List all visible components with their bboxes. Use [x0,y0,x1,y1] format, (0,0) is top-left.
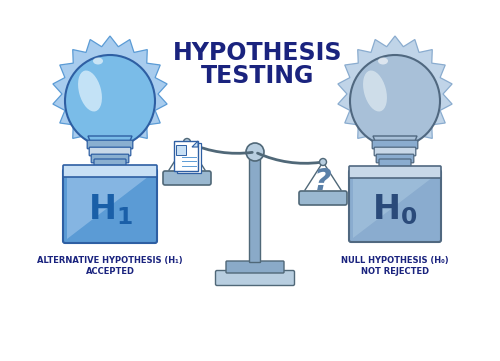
Polygon shape [353,174,437,238]
Polygon shape [67,173,153,239]
Text: TESTING: TESTING [202,64,314,88]
FancyBboxPatch shape [87,140,133,149]
FancyBboxPatch shape [226,261,284,273]
FancyBboxPatch shape [372,140,418,149]
Polygon shape [192,141,198,147]
Circle shape [320,158,326,165]
FancyBboxPatch shape [163,171,211,185]
Text: ALTERNATIVE HYPOTHESIS (H₁): ALTERNATIVE HYPOTHESIS (H₁) [37,257,183,265]
FancyBboxPatch shape [250,152,260,262]
Text: $\mathbf{H_0}$: $\mathbf{H_0}$ [372,193,418,227]
Text: $\mathbf{H_1}$: $\mathbf{H_1}$ [88,193,132,227]
Circle shape [184,139,190,145]
FancyBboxPatch shape [216,270,294,286]
FancyBboxPatch shape [63,165,157,177]
Ellipse shape [93,57,103,65]
FancyBboxPatch shape [379,159,411,171]
Circle shape [246,143,264,161]
Polygon shape [373,136,417,146]
Ellipse shape [363,70,387,112]
Text: ?: ? [314,166,332,196]
Polygon shape [53,36,167,152]
FancyBboxPatch shape [374,147,416,156]
FancyBboxPatch shape [176,145,186,155]
FancyBboxPatch shape [89,147,131,156]
FancyBboxPatch shape [299,191,347,205]
Ellipse shape [378,57,388,65]
Text: NULL HYPOTHESIS (H₀): NULL HYPOTHESIS (H₀) [341,257,449,265]
FancyBboxPatch shape [177,143,201,173]
FancyBboxPatch shape [63,169,157,243]
Text: HYPOTHESIS: HYPOTHESIS [174,41,343,65]
Text: NOT REJECTED: NOT REJECTED [361,268,429,277]
FancyBboxPatch shape [349,166,441,178]
Polygon shape [338,36,452,152]
FancyBboxPatch shape [94,159,126,171]
FancyBboxPatch shape [91,154,129,163]
FancyBboxPatch shape [174,141,198,171]
Polygon shape [88,136,132,146]
Ellipse shape [350,55,440,147]
Ellipse shape [65,55,155,147]
FancyBboxPatch shape [349,170,441,242]
Ellipse shape [78,70,102,112]
Text: ACCEPTED: ACCEPTED [86,268,134,277]
FancyBboxPatch shape [376,154,414,163]
